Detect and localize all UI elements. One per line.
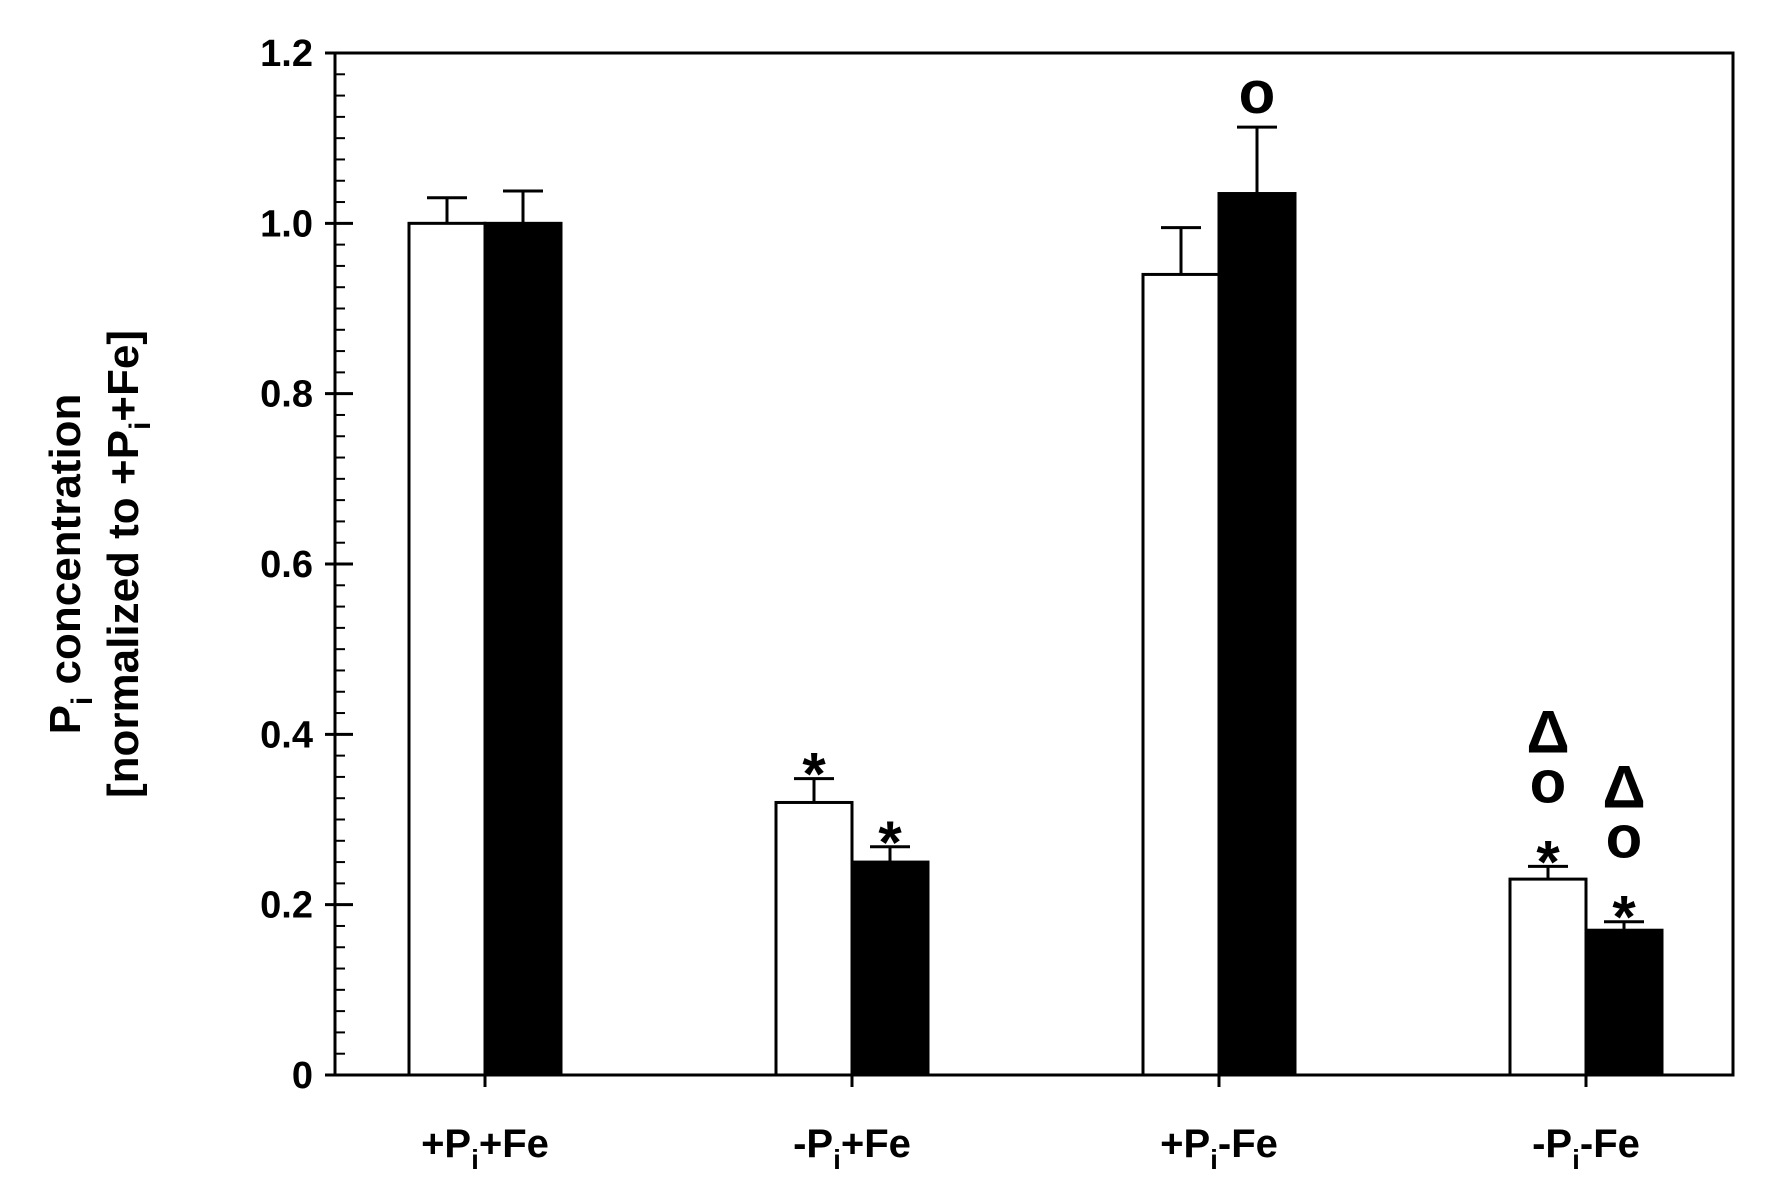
y-tick-label: 1.0 <box>260 203 313 245</box>
bar <box>1584 928 1664 1077</box>
significance-annotations: **oΔ*o*oΔ <box>802 59 1645 951</box>
y-axis-title: Pi concentration [normalized to +Pi+Fe] <box>41 330 157 798</box>
significance-marker: * <box>878 809 902 876</box>
error-bars <box>427 125 1644 941</box>
x-axis-ticks <box>483 1075 1588 1087</box>
x-axis-category-labels: +Pi+Fe -Pi+Fe +Pi-Fe -Pi-Fe <box>421 1122 1640 1175</box>
significance-marker: Δ <box>1526 698 1569 765</box>
bar <box>774 800 854 1077</box>
y-tick-label: 0.4 <box>260 714 313 756</box>
y-axis-title-line1: Pi concentration <box>41 394 99 735</box>
significance-marker: o <box>1530 748 1567 815</box>
bar <box>1508 877 1588 1077</box>
significance-marker: * <box>1536 828 1560 895</box>
y-tick-label: 0.2 <box>260 885 313 927</box>
bar <box>1217 192 1297 1077</box>
y-minor-ticks <box>335 52 345 1076</box>
y-tick-label: 0.6 <box>260 544 313 586</box>
significance-marker: * <box>1612 884 1636 951</box>
x-category-label: +Pi+Fe <box>421 1122 549 1175</box>
significance-marker: o <box>1606 804 1643 871</box>
significance-marker: Δ <box>1602 754 1645 821</box>
significance-marker: * <box>802 741 826 808</box>
y-tick-label: 0.8 <box>260 374 313 416</box>
bars <box>407 192 1664 1077</box>
x-category-label: +Pi-Fe <box>1160 1122 1278 1175</box>
bar <box>850 860 930 1077</box>
y-tick-label: 0 <box>292 1055 313 1097</box>
bar <box>1141 272 1221 1077</box>
y-tick-label: 1.2 <box>260 33 313 75</box>
y-axis-title-line2: [normalized to +Pi+Fe] <box>99 330 157 798</box>
x-category-label: -Pi-Fe <box>1532 1122 1640 1175</box>
bar <box>483 221 563 1077</box>
bar <box>407 221 487 1077</box>
significance-marker: o <box>1239 59 1276 126</box>
x-category-label: -Pi+Fe <box>793 1122 911 1175</box>
y-axis-ticks: 0 0.2 0.4 0.6 0.8 1.0 1.2 <box>260 33 353 1097</box>
